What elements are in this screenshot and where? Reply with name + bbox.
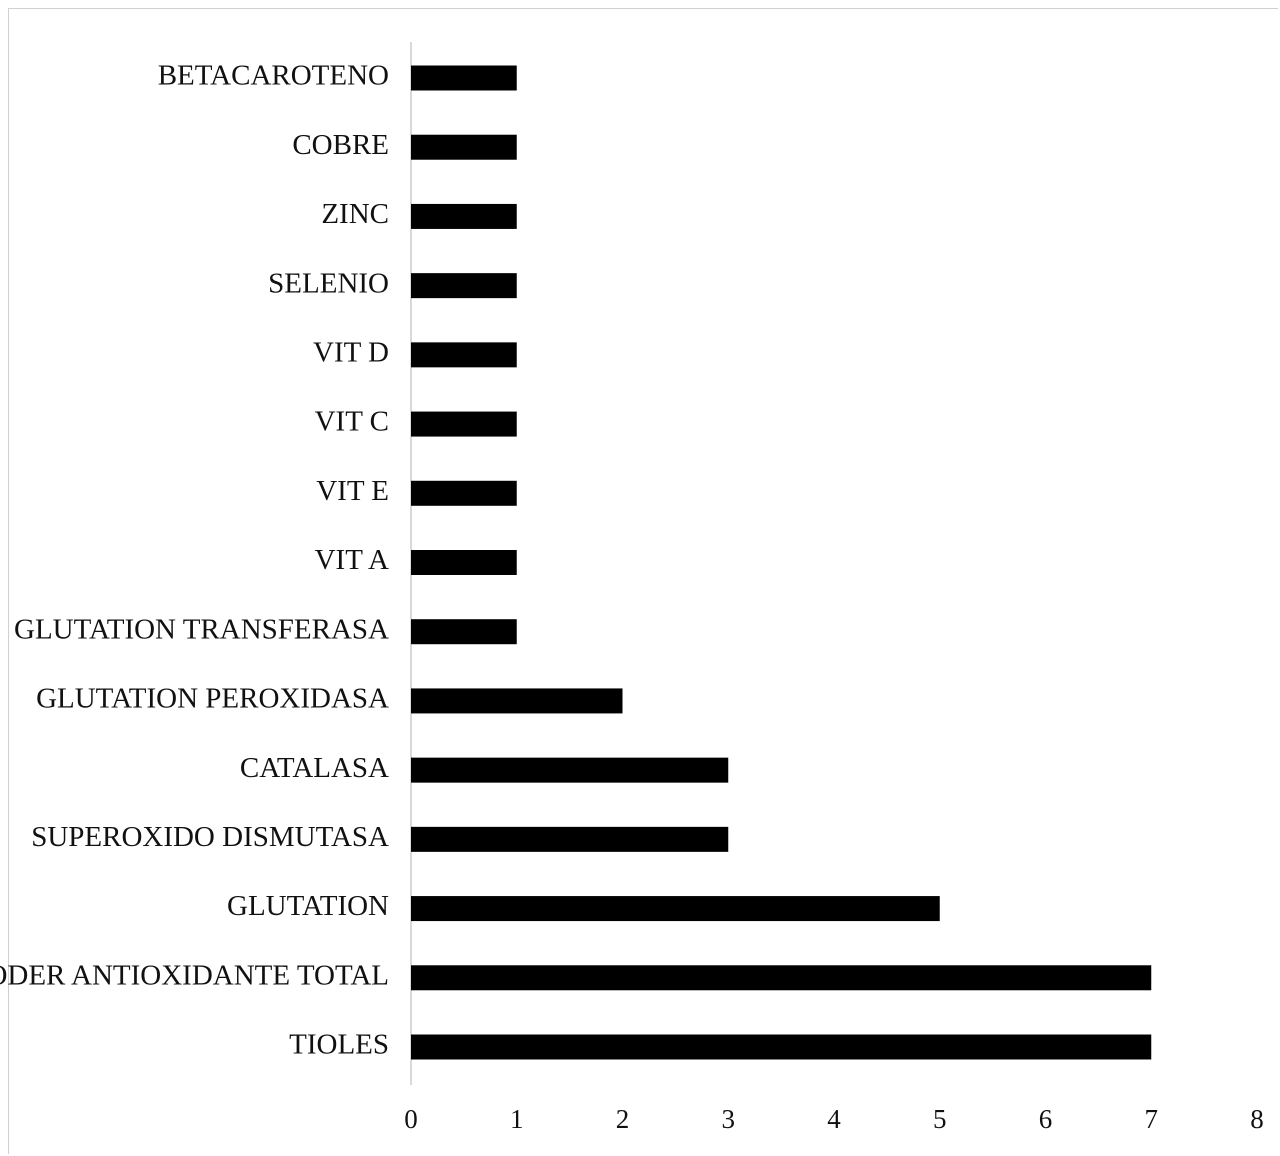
category-label: VIT D — [313, 337, 389, 369]
category-label: GLUTATION — [227, 890, 389, 922]
category-labels: BETACAROTENO COBRE ZINC SELENIO VIT D VIT C VI… — [0, 60, 389, 1061]
bar — [411, 688, 623, 714]
x-tick-label: 0 — [404, 1104, 418, 1134]
category-label: GLUTATION PEROXIDASA — [36, 683, 389, 715]
bar — [411, 757, 729, 783]
bar — [411, 896, 940, 922]
bar — [411, 342, 517, 368]
category-label: COBRE — [292, 129, 389, 161]
bar — [411, 134, 517, 160]
category-label: VIT A — [315, 544, 389, 576]
category-label: TIOLES — [289, 1029, 389, 1061]
category-label: PODER ANTIOXIDANTE TOTAL — [0, 959, 389, 991]
category-label: SUPEROXIDO DISMUTASA — [31, 821, 389, 853]
x-tick-label: 2 — [616, 1104, 630, 1134]
x-tick-label: 8 — [1250, 1104, 1264, 1134]
category-label: GLUTATION TRANSFERASA — [14, 613, 389, 645]
category-label: SELENIO — [268, 267, 389, 299]
category-label: ZINC — [321, 198, 389, 230]
x-tick-label: 5 — [933, 1104, 947, 1134]
x-tick-label: 7 — [1145, 1104, 1159, 1134]
category-label: VIT E — [316, 475, 389, 507]
bar — [411, 411, 517, 437]
category-label: VIT C — [315, 406, 389, 438]
chart-frame — [8, 8, 1278, 1154]
category-label: CATALASA — [240, 752, 389, 784]
bar — [411, 203, 517, 229]
bar — [411, 1034, 1152, 1060]
bar — [411, 619, 517, 645]
bar — [411, 273, 517, 299]
x-tick-label: 1 — [510, 1104, 524, 1134]
category-label: BETACAROTENO — [158, 60, 389, 92]
bar — [411, 826, 729, 852]
x-tick-label: 3 — [722, 1104, 736, 1134]
bar — [411, 65, 517, 91]
bar — [411, 550, 517, 575]
bar — [411, 480, 517, 506]
x-tick-label: 4 — [827, 1104, 841, 1134]
x-tick-label: 6 — [1039, 1104, 1053, 1134]
bar — [411, 965, 1152, 991]
bars-group — [411, 65, 1152, 1060]
x-tick-labels: 0 1 2 3 4 5 6 7 8 — [404, 1104, 1264, 1134]
